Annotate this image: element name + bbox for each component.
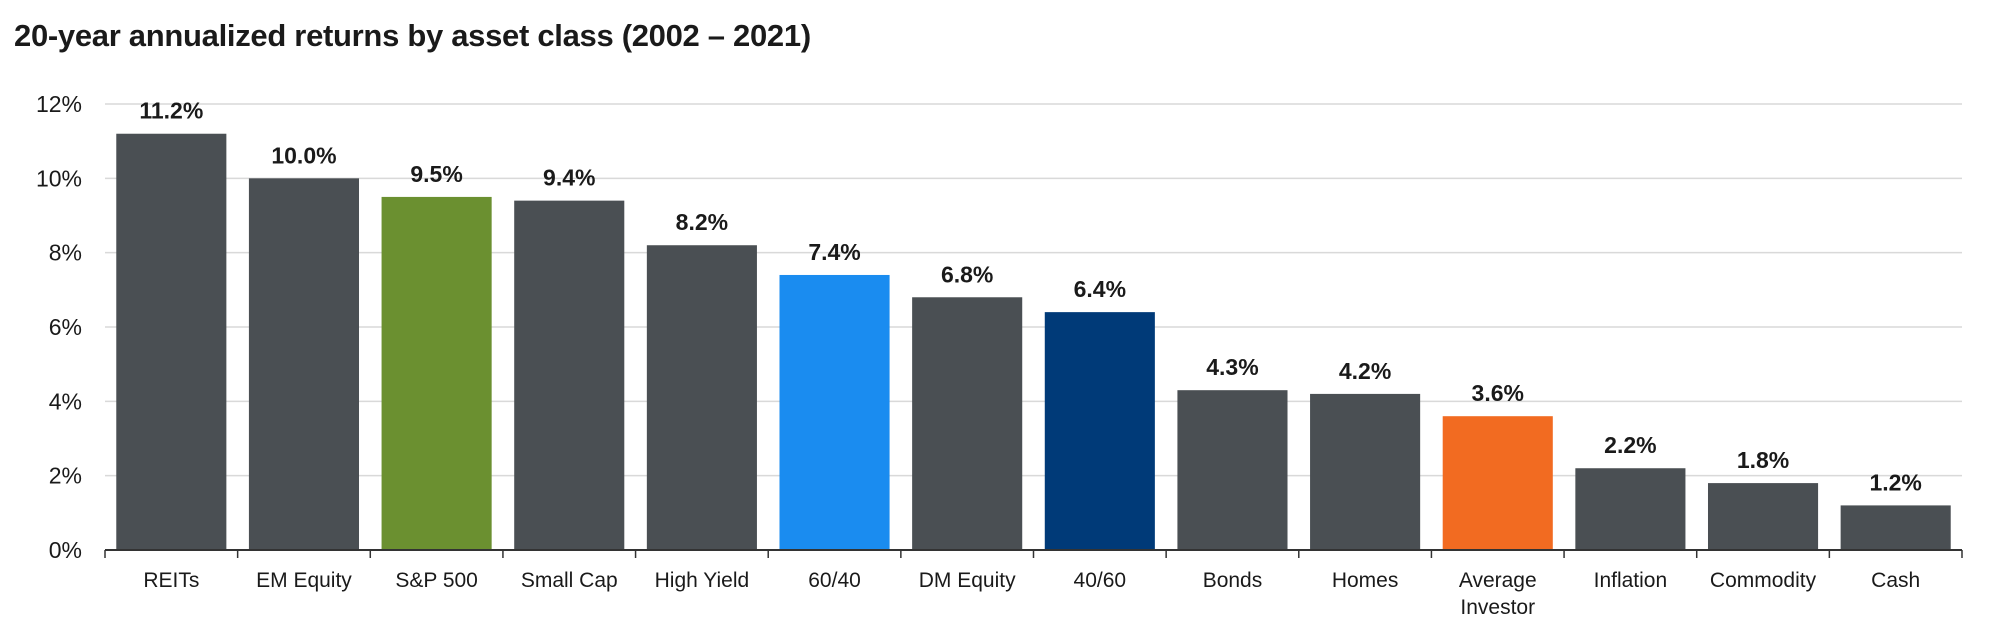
bar-bonds (1177, 390, 1288, 550)
bar-reits (116, 133, 227, 550)
category-label: Cash (1871, 569, 1920, 592)
category-label: Bonds (1203, 569, 1263, 592)
bar-homes (1310, 393, 1421, 550)
category-label: Commodity (1710, 569, 1817, 592)
bar-inflation (1575, 468, 1686, 550)
category-label: 60/40 (808, 569, 861, 592)
category-label-line: DM Equity (919, 569, 1016, 592)
bar-40-60 (1044, 312, 1155, 550)
bar-60-40 (779, 274, 890, 550)
category-label: Small Cap (521, 569, 618, 592)
bar-high-yield (646, 245, 757, 550)
y-tick-label: 6% (49, 314, 82, 340)
category-label-line: Homes (1332, 569, 1399, 592)
bar-small-cap (514, 200, 625, 550)
value-label: 8.2% (676, 209, 728, 235)
category-label: EM Equity (256, 569, 352, 592)
value-label: 4.3% (1206, 354, 1258, 380)
category-label-line: REITs (143, 569, 199, 592)
category-label: Inflation (1594, 569, 1668, 592)
category-label: High Yield (655, 569, 750, 592)
value-label: 10.0% (271, 142, 336, 168)
category-label-line: Investor (1460, 596, 1535, 619)
x-axis (104, 549, 1963, 558)
chart-title: 20-year annualized returns by asset clas… (14, 18, 811, 53)
y-tick-label: 0% (49, 537, 82, 563)
y-axis-ticks: 0% 2% 4% 6% 8% 10% 12% (36, 91, 82, 563)
category-label: DM Equity (919, 569, 1016, 592)
value-label: 6.8% (941, 261, 993, 287)
category-labels: REITs EM Equity S&P 500 Small Cap High Yield… (143, 569, 1920, 619)
category-label: Average Investor (1459, 569, 1537, 619)
value-label: 6.4% (1074, 276, 1126, 302)
category-label: 40/60 (1074, 569, 1127, 592)
category-label-line: 60/40 (808, 569, 861, 592)
bar-em-equity (248, 178, 360, 551)
category-label-line: Small Cap (521, 569, 618, 592)
category-label-line: Cash (1871, 569, 1920, 592)
category-label: S&P 500 (395, 569, 478, 592)
bar-cash (1840, 505, 1951, 550)
y-tick-label: 4% (49, 388, 82, 414)
category-label-line: Commodity (1710, 569, 1817, 592)
value-label: 9.5% (410, 161, 462, 187)
bars (116, 133, 1951, 551)
category-label-line: 40/60 (1074, 569, 1127, 592)
category-label-line: Inflation (1594, 569, 1668, 592)
bar-s-p-500 (381, 196, 492, 550)
value-label: 9.4% (543, 165, 595, 191)
value-label: 3.6% (1472, 380, 1524, 406)
bar-commodity (1707, 483, 1819, 550)
y-tick-label: 10% (36, 165, 82, 191)
y-tick-label: 2% (49, 463, 82, 489)
y-tick-label: 12% (36, 91, 82, 117)
value-label: 1.8% (1737, 447, 1789, 473)
category-label-line: Bonds (1203, 569, 1263, 592)
value-label: 4.2% (1339, 358, 1391, 384)
category-label-line: EM Equity (256, 569, 352, 592)
bar-average-investor (1442, 416, 1553, 550)
category-label-line: High Yield (655, 569, 750, 592)
category-label-line: Average (1459, 569, 1537, 592)
bar-dm-equity (912, 297, 1023, 550)
value-labels: 11.2% 10.0% 9.5% 9.4% 8.2% 7.4% 6.8% 6.4% 4.3% 4.… (139, 98, 1922, 496)
category-label: Homes (1332, 569, 1399, 592)
y-tick-label: 8% (49, 240, 82, 266)
value-label: 7.4% (808, 239, 860, 265)
value-label: 1.2% (1869, 469, 1921, 495)
category-label: REITs (143, 569, 199, 592)
value-label: 2.2% (1604, 432, 1656, 458)
category-label-line: S&P 500 (395, 569, 478, 592)
value-label: 11.2% (139, 98, 203, 124)
